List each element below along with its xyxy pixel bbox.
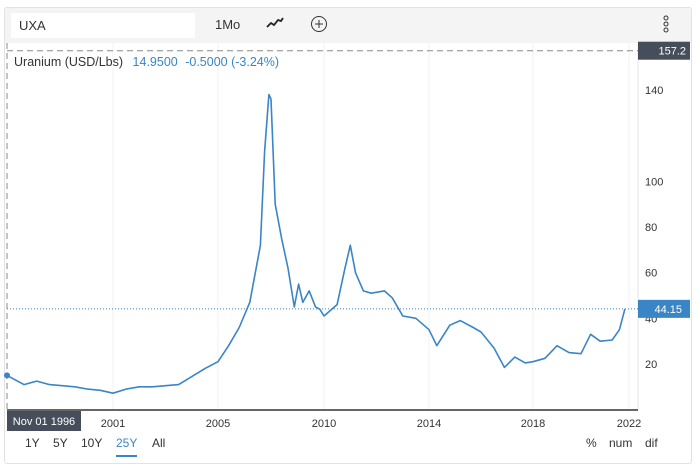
- last-value-tag: [638, 299, 690, 318]
- crosshair-y-label: 157.2: [658, 46, 686, 58]
- mode-percent[interactable]: %: [586, 436, 597, 450]
- legend-name: Uranium (USD/Lbs): [14, 55, 124, 69]
- x-tick-label: 2005: [206, 418, 230, 430]
- mode-dif[interactable]: dif: [645, 436, 658, 450]
- interval-selector[interactable]: 1Mo: [215, 17, 241, 32]
- crosshair-y-tag: [638, 41, 690, 60]
- range-1y[interactable]: 1Y: [25, 436, 40, 450]
- y-tick-label: 20: [645, 359, 657, 371]
- last-value-label: 44.15: [654, 304, 682, 316]
- y-tick-label: 60: [645, 268, 657, 280]
- x-tick-label: 2014: [417, 418, 441, 430]
- plus-circle-icon[interactable]: [310, 15, 328, 36]
- x-tick-label: 2010: [312, 418, 336, 430]
- kebab-menu-icon[interactable]: [662, 14, 670, 39]
- mode-num[interactable]: num: [609, 436, 633, 450]
- legend: Uranium (USD/Lbs) 14.9500 -0.5000 (-3.24…: [14, 55, 279, 69]
- legend-price: 14.9500: [132, 55, 178, 69]
- line-chart-icon[interactable]: [265, 14, 285, 35]
- y-tick-label: 80: [645, 222, 657, 234]
- y-tick-label: 100: [645, 176, 663, 188]
- price-line: [6, 93, 626, 395]
- crosshair-x-label: Nov 01 1996: [13, 416, 75, 428]
- range-all[interactable]: All: [152, 436, 166, 450]
- range-25y[interactable]: 25Y: [116, 436, 138, 457]
- x-tick-label: 2018: [521, 418, 545, 430]
- range-10y[interactable]: 10Y: [81, 436, 103, 450]
- toolbar: UXA 1Mo: [5, 8, 691, 43]
- range-5y[interactable]: 5Y: [53, 436, 68, 450]
- y-tick-label: 140: [645, 85, 663, 97]
- crosshair-point: [4, 372, 10, 379]
- symbol-input[interactable]: UXA: [11, 13, 195, 38]
- chart-card: UXA 1Mo: [4, 7, 692, 464]
- x-tick-label: 2001: [101, 418, 125, 430]
- x-tick-label: 2022: [617, 418, 641, 430]
- legend-change: -0.5000 (-3.24%): [185, 55, 280, 69]
- crosshair-x-tag: [7, 411, 81, 431]
